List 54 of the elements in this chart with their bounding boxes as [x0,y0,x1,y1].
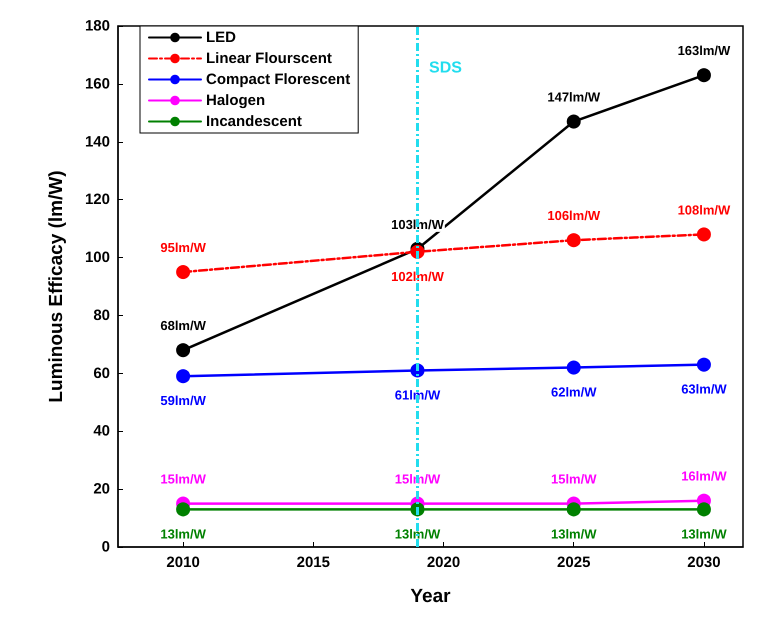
legend-label: Incandescent [206,113,302,130]
data-label: 13lm/W [550,526,598,542]
data-label: 108lm/W [678,202,732,218]
y-tick-label: 160 [84,75,110,92]
point [696,502,711,516]
y-tick-label: 100 [84,249,110,266]
legend-label: Halogen [206,92,266,109]
point [566,502,581,516]
data-label: 13lm/W [681,526,728,542]
y-tick-label: 80 [93,306,110,324]
point [696,227,711,242]
data-label: 61lm/W [394,387,441,402]
x-tick-label: 2025 [557,554,590,571]
point [176,265,190,280]
data-label: 102lm/W [391,268,445,284]
y-tick-label: 40 [93,422,110,440]
point [176,369,190,384]
y-tick-label: 140 [84,133,110,150]
x-tick-label: 2030 [687,554,721,571]
data-label: 62lm/W [550,384,598,400]
data-label: 68lm/W [160,318,207,334]
y-tick-label: 120 [84,191,110,208]
point [176,502,190,516]
data-label: 147lm/W [547,90,601,105]
data-label: 103lm/W [391,216,445,232]
point [696,68,711,82]
point [176,343,190,358]
data-label: 16lm/W [681,468,728,484]
y-axis-title: Luminous Efficacy (lm/W) [46,170,67,403]
x-tick-label: 2015 [296,554,330,571]
legend-label: LED [206,29,236,46]
data-label: 63lm/W [681,382,728,397]
y-tick-label: 60 [93,364,110,382]
data-label: 15lm/W [550,472,598,487]
y-tick-label: 20 [93,480,110,498]
data-label: 163lm/W [678,43,732,58]
y-tick-label: 0 [102,538,110,556]
point [696,358,711,372]
data-label: 13lm/W [160,526,207,542]
point [566,233,581,248]
x-tick-label: 2010 [166,554,200,571]
x-tick-label: 2020 [426,554,460,571]
data-label: 59lm/W [160,393,207,408]
legend-label: Compact Florescent [206,71,350,88]
point [566,360,581,375]
y-tick-label: 180 [84,18,110,34]
data-label: 15lm/W [160,472,207,487]
point [566,114,581,129]
data-label: 95lm/W [160,240,207,256]
x-axis-title: Year [410,586,452,607]
data-label: 13lm/W [394,526,441,542]
legend-label: Linear Flourscent [206,50,332,67]
ref-line-label: SDS [429,60,462,76]
data-label: 106lm/W [547,208,601,224]
